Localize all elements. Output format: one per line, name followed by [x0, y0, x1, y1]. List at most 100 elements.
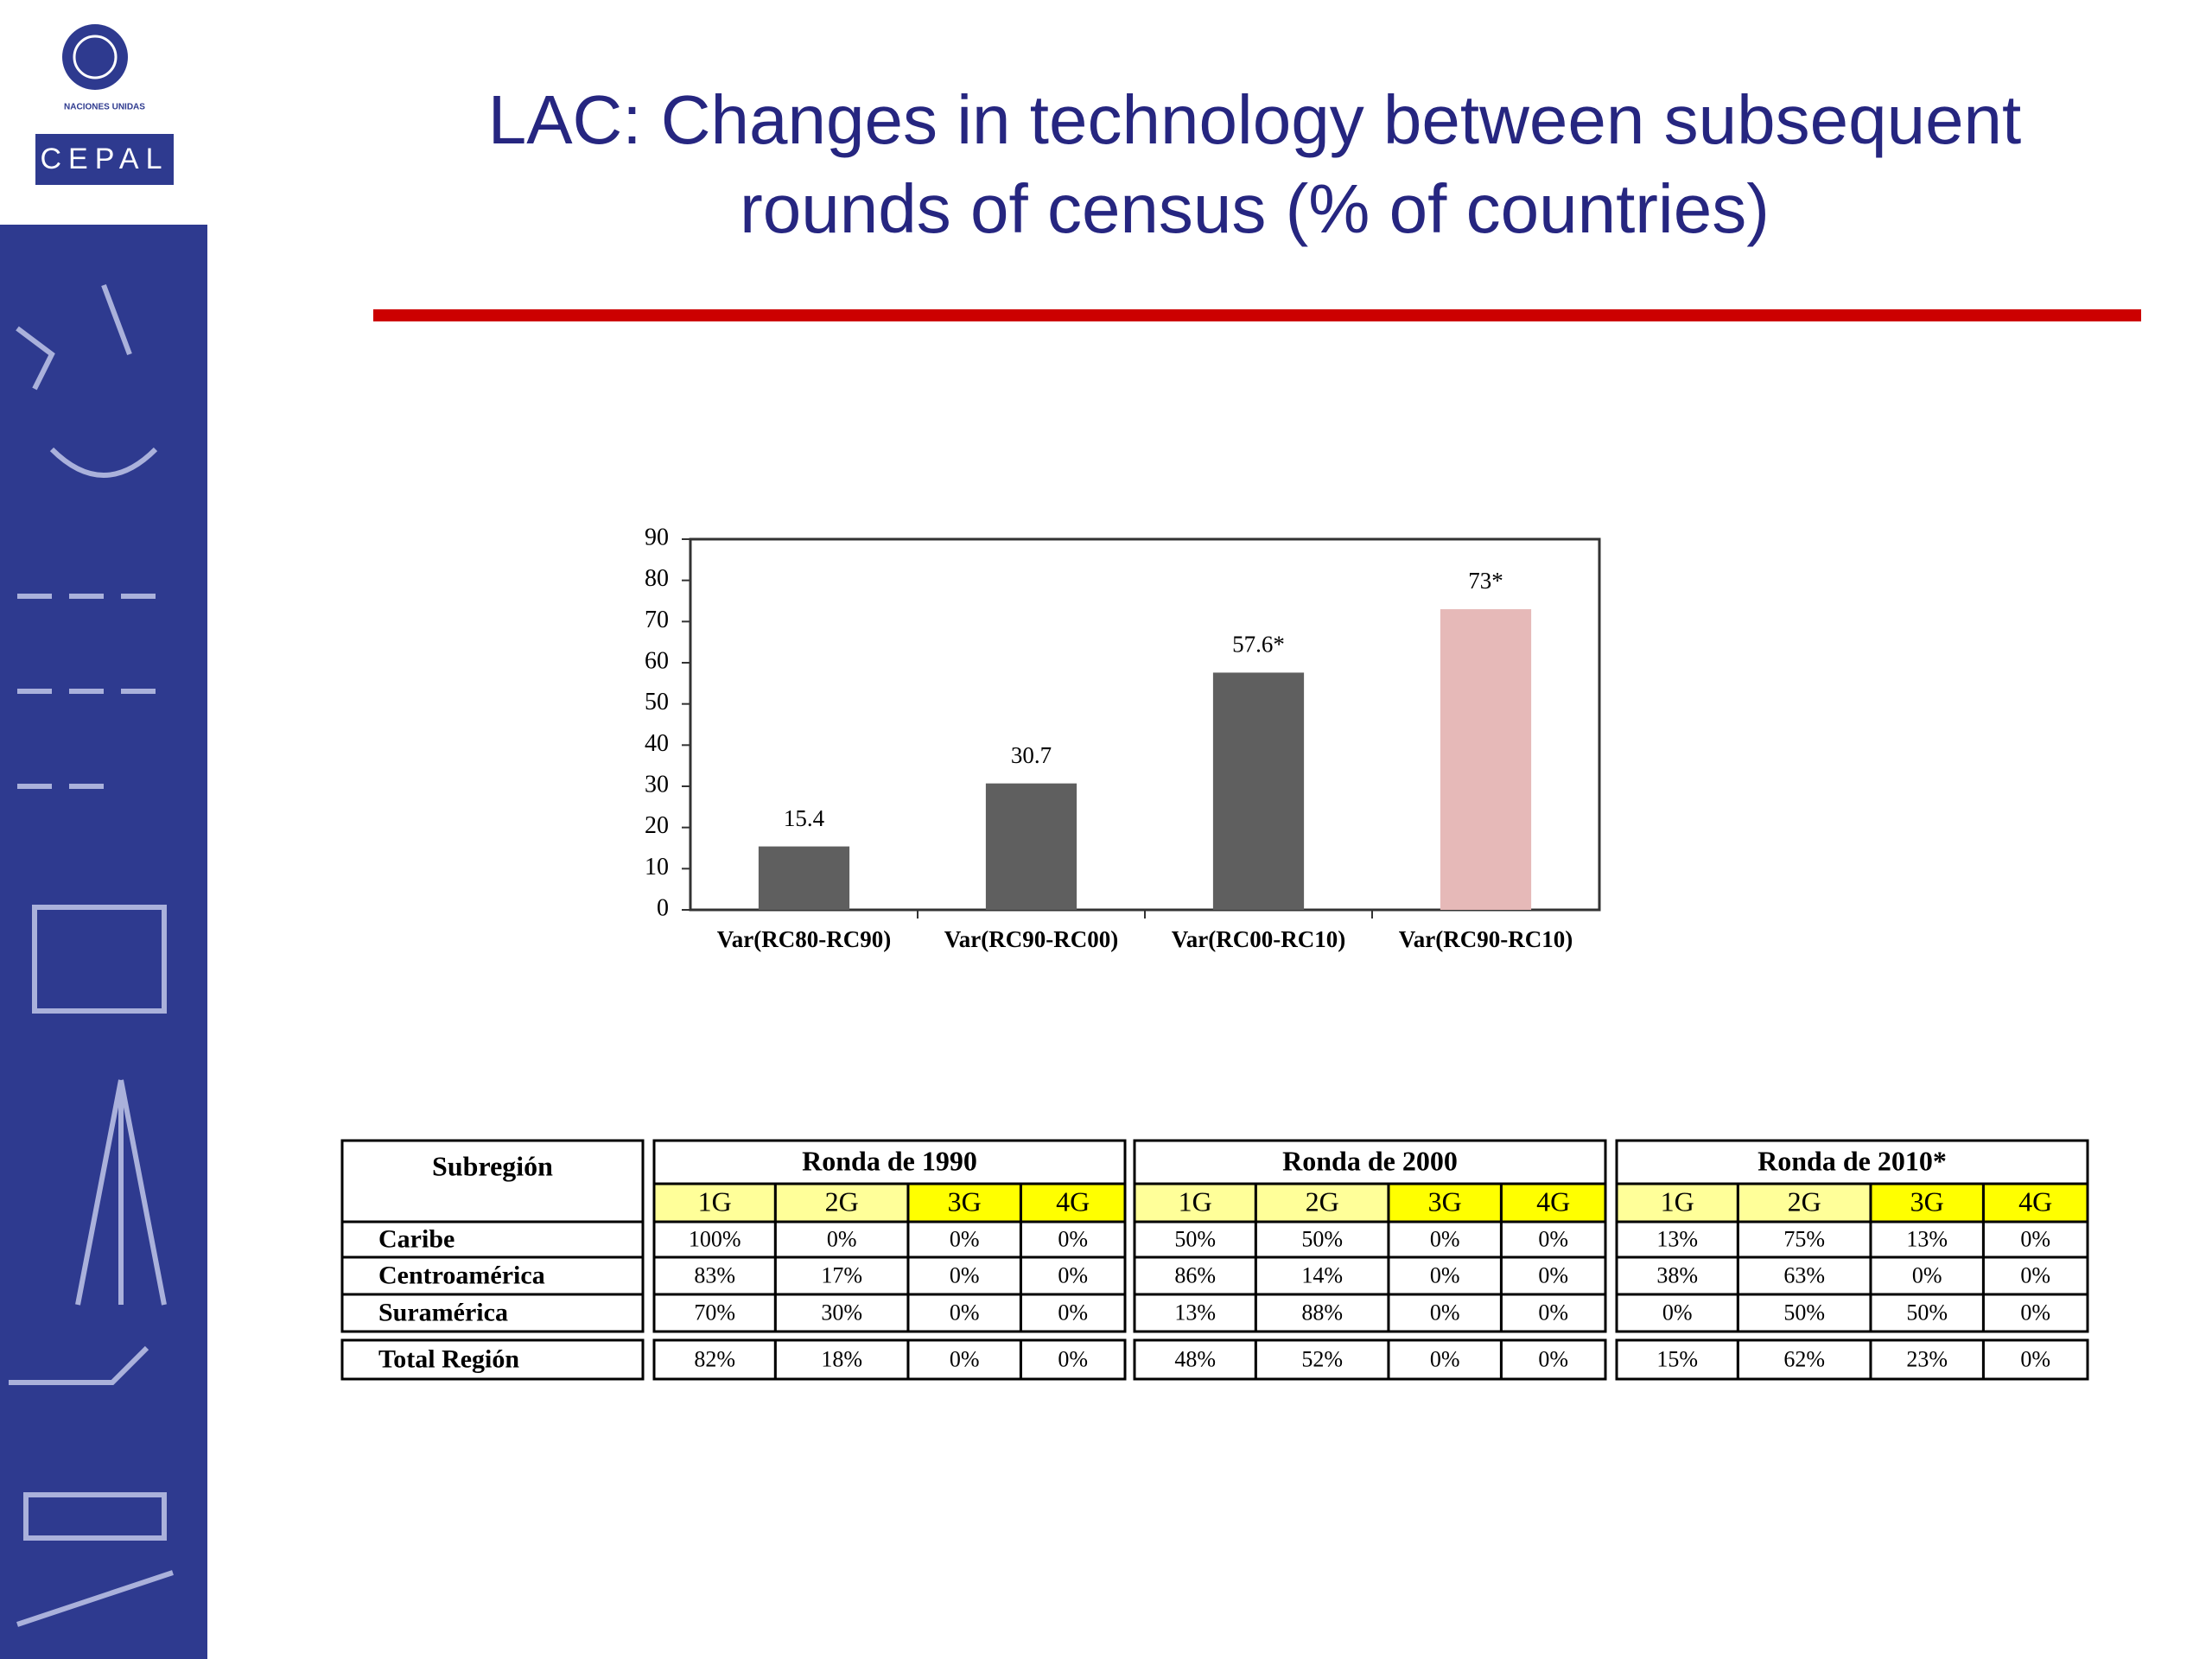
- total-cell-cell: [1499, 1338, 1607, 1381]
- table-cell: 0%: [1662, 1300, 1693, 1325]
- row-label: Caribe: [378, 1224, 454, 1253]
- bar: [985, 783, 1077, 910]
- table-cell-cell: [1254, 1220, 1390, 1259]
- sidebar: [0, 225, 207, 1659]
- y-tick-label: 50: [645, 689, 669, 715]
- table-cell: 50%: [1783, 1300, 1825, 1325]
- column-header: 3G: [948, 1185, 982, 1217]
- table-cell: 83%: [694, 1262, 735, 1287]
- table-cell: 0%: [1538, 1300, 1568, 1325]
- table-cell-cell: [1254, 1293, 1390, 1333]
- row-label: Centroamérica: [378, 1261, 545, 1289]
- table-cell-cell: [1869, 1255, 1985, 1296]
- table-cell: 0%: [1538, 1226, 1568, 1251]
- x-tick-label: Var(RC00-RC10): [1172, 926, 1345, 952]
- table-cell: 100%: [689, 1226, 741, 1251]
- column-header-cell: [1133, 1182, 1257, 1224]
- group-name: Ronda de 1990: [802, 1145, 977, 1176]
- corner-label: Subregión: [432, 1150, 553, 1181]
- column-header: 4G: [1056, 1185, 1090, 1217]
- corner-cell: [340, 1139, 645, 1224]
- value-label: 30.7: [1011, 742, 1052, 768]
- table-cell: 50%: [1301, 1226, 1343, 1251]
- table-cell: 13%: [1906, 1226, 1948, 1251]
- column-header: 3G: [1428, 1185, 1462, 1217]
- table-cell: 13%: [1656, 1226, 1698, 1251]
- table-cell: 0%: [2020, 1300, 2050, 1325]
- title-line: LAC: Changes in technology between subse…: [488, 81, 2022, 158]
- group-name: Ronda de 2010*: [1758, 1145, 1947, 1176]
- table-cell-cell: [1869, 1220, 1985, 1259]
- column-header: 4G: [1536, 1185, 1570, 1217]
- row-label-cell: [340, 1293, 645, 1333]
- total-cell: 0%: [2020, 1346, 2050, 1371]
- table-cell: 70%: [694, 1300, 735, 1325]
- column-header: 3G: [1910, 1185, 1944, 1217]
- table-cell-cell: [906, 1293, 1022, 1333]
- table-cell-cell: [652, 1293, 777, 1333]
- total-cell-cell: [906, 1338, 1022, 1381]
- total-cell: 52%: [1301, 1346, 1343, 1371]
- column-header-cell: [1615, 1182, 1739, 1224]
- total-cell: 0%: [950, 1346, 980, 1371]
- total-cell: 18%: [821, 1346, 862, 1371]
- column-header: 4G: [2018, 1185, 2052, 1217]
- table-cell: 30%: [821, 1300, 862, 1325]
- total-label-cell: [340, 1338, 645, 1381]
- y-tick-label: 0: [657, 894, 669, 921]
- table-cell: 38%: [1656, 1262, 1698, 1287]
- table-cell-cell: [1019, 1220, 1127, 1259]
- table-cell: 0%: [2020, 1226, 2050, 1251]
- bar: [1212, 672, 1305, 910]
- table-cell-cell: [1499, 1220, 1607, 1259]
- total-cell-cell: [1019, 1338, 1127, 1381]
- sidebar-decoration: [9, 283, 174, 1627]
- table-cell: 0%: [1430, 1226, 1460, 1251]
- y-tick-label: 90: [645, 524, 669, 550]
- value-label: 73*: [1468, 568, 1503, 594]
- column-header: 2G: [1306, 1185, 1339, 1217]
- table-cell: 13%: [1174, 1300, 1216, 1325]
- total-cell: 0%: [1058, 1346, 1088, 1371]
- total-cell-cell: [1869, 1338, 1985, 1381]
- table-cell-cell: [1981, 1255, 2089, 1296]
- y-tick-label: 60: [645, 647, 669, 674]
- un-emblem-globe: [73, 35, 118, 79]
- value-label: 15.4: [784, 805, 825, 831]
- table-cell: 0%: [1058, 1300, 1088, 1325]
- total-cell: 23%: [1906, 1346, 1948, 1371]
- total-cell: 48%: [1174, 1346, 1216, 1371]
- org-name: NACIONES UNIDAS: [64, 103, 145, 112]
- table-cell: 75%: [1783, 1226, 1825, 1251]
- table-cell-cell: [1499, 1293, 1607, 1333]
- total-cell: 0%: [1538, 1346, 1568, 1371]
- bar: [758, 846, 850, 910]
- y-tick-label: 80: [645, 565, 669, 592]
- group-name: Ronda de 2000: [1282, 1145, 1458, 1176]
- x-tick-label: Var(RC90-RC10): [1399, 926, 1573, 952]
- column-header-cell: [1981, 1182, 2089, 1224]
- table-cell-cell: [773, 1220, 910, 1259]
- total-cell-cell: [1133, 1338, 1257, 1381]
- total-cell: 15%: [1656, 1346, 1698, 1371]
- x-tick-label: Var(RC80-RC90): [717, 926, 891, 952]
- total-cell-cell: [1254, 1338, 1390, 1381]
- table-cell-cell: [906, 1255, 1022, 1296]
- column-header-cell: [1736, 1182, 1872, 1224]
- table-cell-cell: [1736, 1293, 1872, 1333]
- total-label: Total Región: [378, 1344, 519, 1373]
- column-header: 1G: [1179, 1185, 1212, 1217]
- table-cell: 50%: [1906, 1300, 1948, 1325]
- table-cell-cell: [1387, 1293, 1503, 1333]
- x-tick-label: Var(RC90-RC00): [944, 926, 1118, 952]
- table-cell-cell: [1019, 1293, 1127, 1333]
- column-header: 2G: [1788, 1185, 1821, 1217]
- y-tick-label: 10: [645, 854, 669, 880]
- group-cell: [1615, 1139, 2089, 1185]
- table-cell: 0%: [2020, 1262, 2050, 1287]
- table-cell: 14%: [1301, 1262, 1343, 1287]
- table-cell-cell: [1499, 1255, 1607, 1296]
- table-cell: 0%: [950, 1226, 980, 1251]
- table-cell: 0%: [1912, 1262, 1942, 1287]
